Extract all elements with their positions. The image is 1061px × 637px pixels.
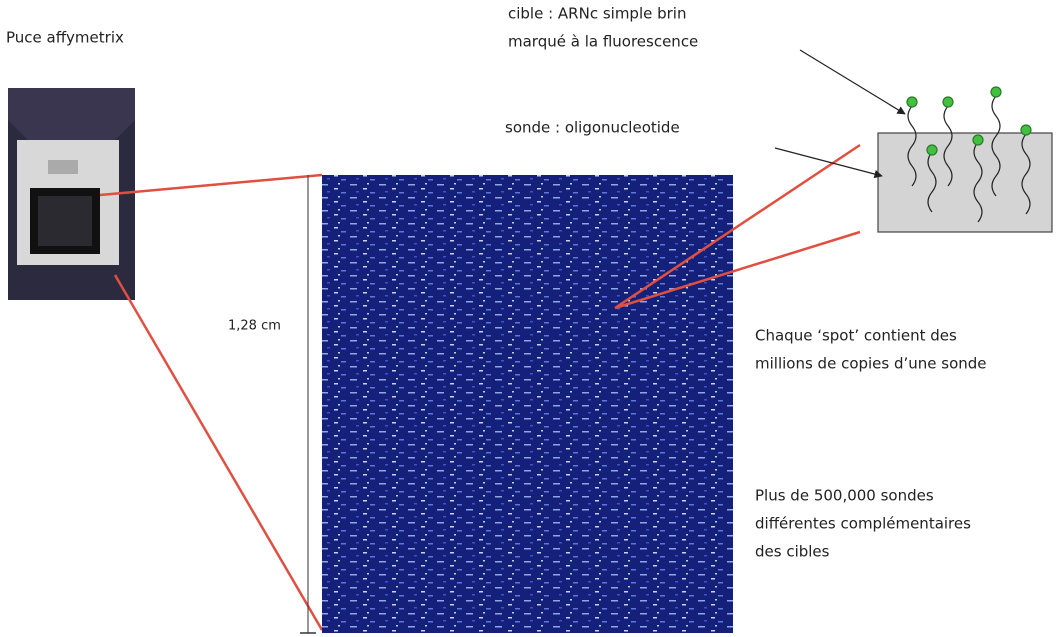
scale-bar <box>300 175 316 633</box>
probe-count-note: Plus de 500,000 sondes <box>755 487 934 505</box>
probe-count-note: des cibles <box>755 543 830 561</box>
arrow <box>800 50 905 114</box>
diagram: Puce affymetrix 1,28 cm cible : ARNc sim… <box>0 0 1061 637</box>
target-label: cible : ARNc simple brin <box>508 5 686 23</box>
zoom-line <box>115 275 322 630</box>
spot-note: millions de copies d’une sonde <box>755 355 987 373</box>
spot-note: Chaque ‘spot’ contient des <box>755 327 957 345</box>
arrow <box>775 148 882 176</box>
microarray-image <box>322 175 733 633</box>
probe-count-note: différentes complémentaires <box>755 515 971 533</box>
probe-diagram <box>878 87 1052 232</box>
chip-label: Puce affymetrix <box>6 29 124 47</box>
target-label: marqué à la fluorescence <box>508 33 698 51</box>
scale-label: 1,28 cm <box>228 319 281 334</box>
probe-label: sonde : oligonucleotide <box>505 119 680 137</box>
